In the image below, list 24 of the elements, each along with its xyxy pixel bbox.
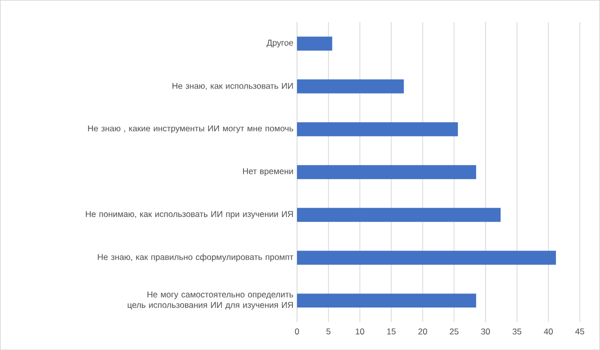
y-tick-label: Не знаю , какие инструменты ИИ могут мне помочь	[88, 125, 294, 133]
y-tick-label: Не понимаю, как использовать ИИ при изучении ИЯ	[86, 211, 293, 219]
bar	[297, 250, 556, 265]
x-tick-label: 45	[575, 328, 584, 334]
bar	[297, 208, 501, 222]
y-tick-label: Другое	[266, 40, 294, 48]
x-tick-label: 5	[326, 328, 330, 334]
x-tick-label: 0	[294, 328, 300, 334]
x-tick-label: 35	[512, 328, 522, 334]
x-tick-label: 10	[356, 328, 364, 334]
bar	[297, 293, 476, 308]
bar	[297, 122, 458, 136]
bar	[297, 36, 332, 51]
x-tick-label: 25	[450, 328, 458, 334]
y-tick-label: Нет времени	[243, 168, 293, 176]
y-tick-label: Не могу самостоятельно определить цель использования ИИ для изучения ИЯ	[128, 291, 294, 310]
x-tick-label: 15	[387, 328, 396, 334]
y-tick-label: Не знаю, как использовать ИИ	[172, 82, 293, 90]
x-tick-label: 40	[544, 328, 553, 334]
x-tick-label: 30	[481, 328, 490, 334]
bar	[297, 165, 476, 179]
x-tick-label: 20	[418, 328, 428, 334]
y-tick-label: Не знаю, как правильно сформулировать промпт	[98, 254, 294, 262]
bar	[297, 79, 404, 94]
